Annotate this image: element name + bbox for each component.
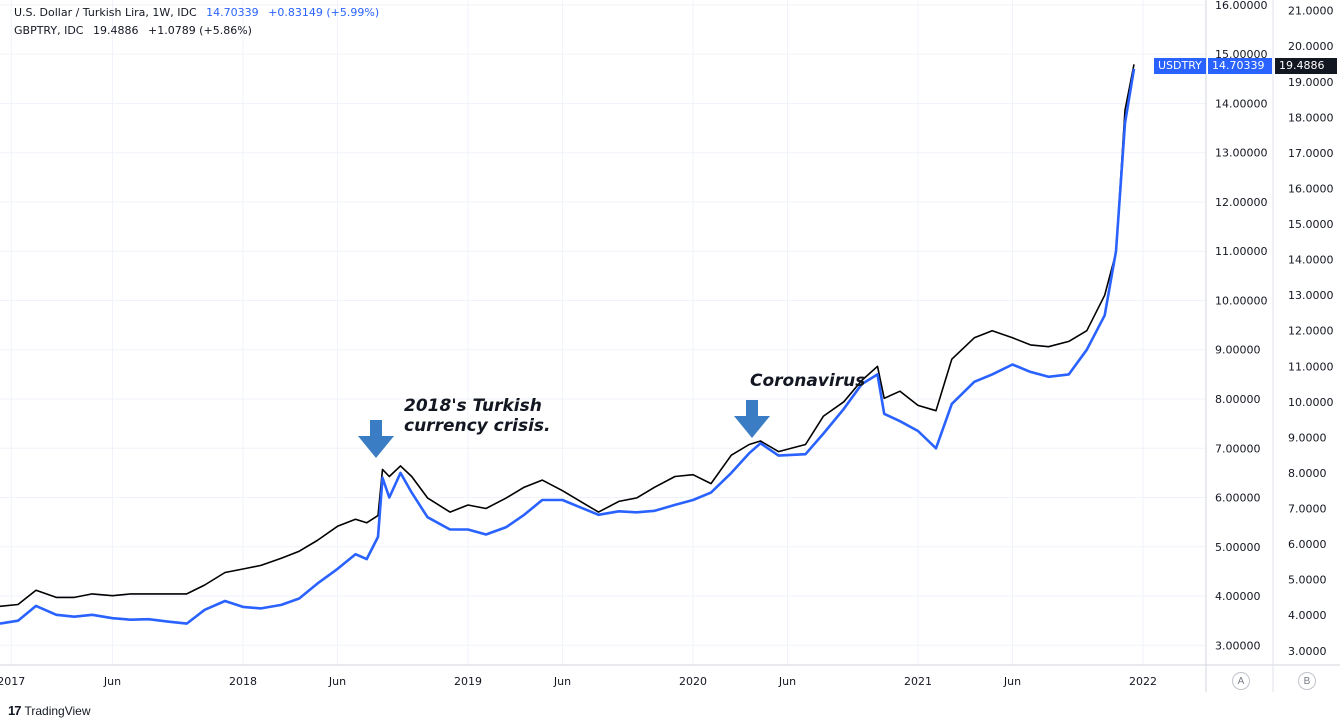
right-price-axis[interactable]: 21.0000 20.0000 19.0000 18.0000 17.0000 16.00… — [1288, 5, 1334, 658]
time-axis-tick-label: 2022 — [1129, 675, 1157, 688]
left-axis-tick-label: 14.00000 — [1215, 97, 1268, 110]
time-axis-tick-label: Jun — [103, 675, 121, 688]
usdtry-legend[interactable]: U.S. Dollar / Turkish Lira, 1W, IDC 14.7… — [14, 6, 385, 19]
right-axis-tick-label: 12.0000 — [1288, 325, 1334, 338]
left-axis-tick-label: 3.00000 — [1215, 639, 1261, 652]
time-axis-tick-label: Jun — [328, 675, 346, 688]
right-axis-tick-label: 16.0000 — [1288, 182, 1334, 195]
right-axis-tick-label: 11.0000 — [1288, 360, 1334, 373]
gbptry-line — [0, 64, 1135, 608]
right-axis-tick-label: 13.0000 — [1288, 289, 1334, 302]
gbptry-legend[interactable]: GBPTRY, IDC 19.4886 +1.0789 (+5.86%) — [14, 24, 258, 37]
left-axis-tick-label: 5.00000 — [1215, 541, 1261, 554]
crisis-annotation: 2018's Turkish currency crisis. — [404, 396, 550, 436]
right-axis-tick-label: 8.0000 — [1288, 467, 1327, 480]
chart-grid — [0, 0, 1206, 665]
left-axis-tick-label: 8.00000 — [1215, 393, 1261, 406]
right-axis-tick-label: 7.0000 — [1288, 503, 1327, 516]
usdtry-symbol-badge: USDTRY — [1154, 58, 1206, 74]
left-axis-tick-label: 10.00000 — [1215, 294, 1268, 307]
right-axis-tick-label: 3.0000 — [1288, 645, 1327, 658]
left-price-axis[interactable]: 16.00000 15.00000 14.00000 13.00000 12.00000… — [1215, 0, 1268, 652]
time-axis-tick-label: Jun — [1003, 675, 1021, 688]
crisis-arrow-icon — [358, 420, 394, 458]
left-axis-tick-label: 13.00000 — [1215, 147, 1268, 160]
footer-brand: TradingView — [24, 703, 91, 718]
right-axis-tick-label: 17.0000 — [1288, 147, 1334, 160]
tradingview-logo-icon: 17 — [8, 703, 22, 718]
covid-annotation: Coronavirus — [750, 371, 866, 391]
gbptry-legend-change: +1.0789 (+5.86%) — [147, 24, 252, 37]
right-axis-tick-label: 10.0000 — [1288, 396, 1334, 409]
series-lines — [0, 64, 1136, 625]
gbptry-legend-title: GBPTRY, IDC — [14, 24, 84, 37]
time-axis[interactable]: 2017 Jun 2018 Jun 2019 Jun 2020 Jun 2021 Jun 2022 — [0, 675, 1157, 688]
right-axis-tick-label: 19.0000 — [1288, 76, 1334, 89]
right-axis-tick-label: 9.0000 — [1288, 431, 1327, 444]
right-axis-tick-label: 14.0000 — [1288, 254, 1334, 267]
left-axis-tick-label: 11.00000 — [1215, 245, 1268, 258]
time-axis-tick-label: Jun — [778, 675, 796, 688]
time-axis-tick-label: 2019 — [454, 675, 482, 688]
usdtry-last-price-badge: 14.70339 — [1208, 58, 1272, 74]
right-axis-tick-label: 18.0000 — [1288, 111, 1334, 124]
usdtry-legend-title: U.S. Dollar / Turkish Lira, 1W, IDC — [14, 6, 197, 19]
left-axis-tick-label: 15.00000 — [1215, 48, 1268, 61]
left-axis-tick-label: 6.00000 — [1215, 492, 1261, 505]
right-axis-tick-label: 15.0000 — [1288, 218, 1334, 231]
right-axis-tick-label: 4.0000 — [1288, 609, 1327, 622]
covid-arrow-icon — [734, 400, 770, 438]
right-axis-tick-label: 20.0000 — [1288, 40, 1334, 53]
gbptry-legend-value: 19.4886 — [92, 24, 139, 37]
scale-b-button[interactable]: B — [1298, 672, 1316, 690]
footer[interactable]: 17 TradingView — [8, 703, 91, 718]
usdtry-line — [0, 68, 1136, 625]
right-axis-tick-label: 6.0000 — [1288, 538, 1327, 551]
crisis-annotation-line2: currency crisis. — [404, 416, 551, 436]
left-axis-tick-label: 12.00000 — [1215, 196, 1268, 209]
usdtry-legend-change: +0.83149 (+5.99%) — [268, 6, 380, 19]
time-axis-tick-label: 2020 — [679, 675, 707, 688]
usdtry-legend-value: 14.70339 — [206, 6, 259, 19]
right-axis-tick-label: 21.0000 — [1288, 5, 1334, 18]
time-axis-tick-label: 2021 — [904, 675, 932, 688]
time-axis-tick-label: Jun — [553, 675, 571, 688]
left-axis-tick-label: 7.00000 — [1215, 442, 1261, 455]
left-axis-tick-label: 16.00000 — [1215, 0, 1268, 12]
left-axis-tick-label: 9.00000 — [1215, 344, 1261, 357]
crisis-annotation-line1: 2018's Turkish — [404, 396, 542, 416]
left-axis-tick-label: 4.00000 — [1215, 590, 1261, 603]
time-axis-tick-label: 2018 — [229, 675, 257, 688]
time-axis-tick-label: 2017 — [0, 675, 25, 688]
right-axis-tick-label: 5.0000 — [1288, 574, 1327, 587]
gbptry-last-price-badge: 19.4886 — [1275, 58, 1337, 74]
scale-a-button[interactable]: A — [1232, 672, 1250, 690]
